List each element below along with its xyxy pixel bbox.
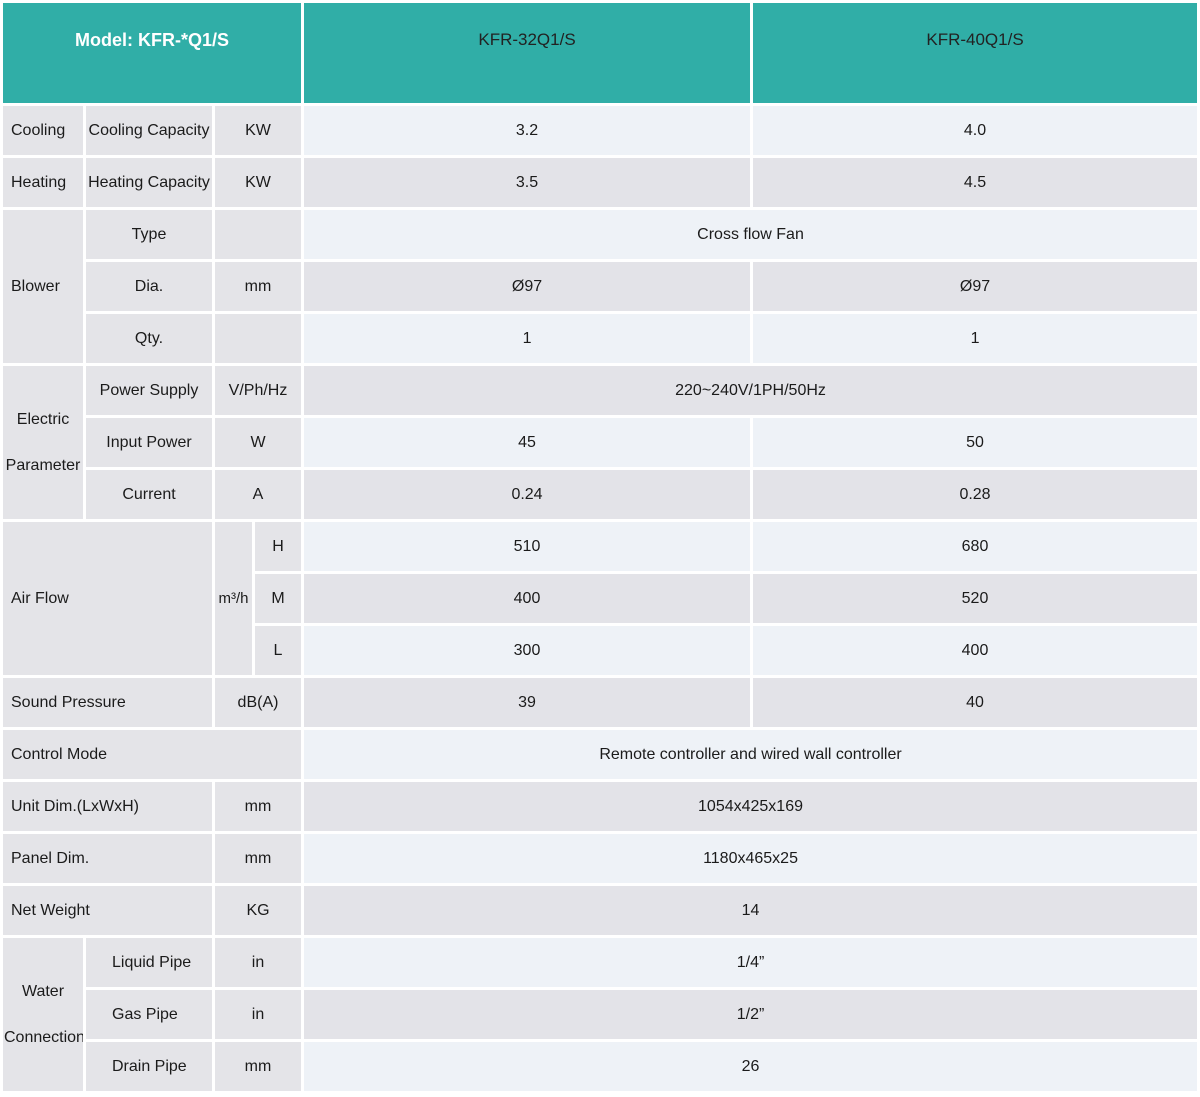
value-current-kfr32: 0.24 [304, 470, 751, 519]
row-net-weight: Net Weight KG 14 [3, 886, 1198, 935]
param-liquid-pipe: Liquid Pipe [86, 938, 212, 987]
unit-panel-dim: mm [215, 834, 302, 883]
value-blower-dia-kfr32: Ø97 [304, 262, 751, 311]
header-row: Model: KFR-*Q1/S KFR-32Q1/S KFR-40Q1/S [3, 3, 1198, 103]
row-label-control-mode: Control Mode [3, 730, 302, 779]
column-header-kfr32: KFR-32Q1/S [304, 3, 751, 103]
unit-blower-qty [215, 314, 302, 363]
row-heating: Heating Heating Capacity KW 3.5 4.5 [3, 158, 1198, 207]
unit-cooling-capacity: KW [215, 106, 302, 155]
param-blower-type: Type [86, 210, 212, 259]
value-blower-type: Cross flow Fan [304, 210, 1198, 259]
value-air-flow-h-kfr32: 510 [304, 522, 751, 571]
param-drain-pipe: Drain Pipe [86, 1042, 212, 1091]
param-air-flow-m: M [255, 574, 302, 623]
value-drain-pipe: 26 [304, 1042, 1198, 1091]
value-blower-dia-kfr40: Ø97 [753, 262, 1198, 311]
row-gas-pipe: Gas Pipe in 1/2” [3, 990, 1198, 1039]
row-sound-pressure: Sound Pressure dB(A) 39 40 [3, 678, 1198, 727]
value-net-weight: 14 [304, 886, 1198, 935]
param-gas-pipe: Gas Pipe [86, 990, 212, 1039]
row-label-air-flow: Air Flow [3, 522, 212, 675]
value-blower-qty-kfr32: 1 [304, 314, 751, 363]
value-power-supply: 220~240V/1PH/50Hz [304, 366, 1198, 415]
param-current: Current [86, 470, 212, 519]
row-air-flow-h: Air Flow m³/h H 510 680 [3, 522, 1198, 675]
value-air-flow-l-kfr40: 400 [753, 626, 1198, 675]
unit-blower-type [215, 210, 302, 259]
row-panel-dim: Panel Dim. mm 1180x465x25 [3, 834, 1198, 883]
unit-net-weight: KG [215, 886, 302, 935]
unit-liquid-pipe: in [215, 938, 302, 987]
unit-gas-pipe: in [215, 990, 302, 1039]
electric-label-line2: Parameter [5, 456, 81, 474]
electric-label-line1: Electric [16, 411, 70, 429]
unit-blower-dia: mm [215, 262, 302, 311]
value-current-kfr40: 0.28 [753, 470, 1198, 519]
param-heating-capacity: Heating Capacity [86, 158, 212, 207]
row-air-flow-l: L 300 400 [3, 626, 1198, 675]
unit-input-power: W [215, 418, 302, 467]
row-cooling: Cooling Cooling Capacity KW 3.2 4.0 [3, 106, 1198, 155]
unit-heating-capacity: KW [215, 158, 302, 207]
row-blower-type: Blower Type Cross flow Fan [3, 210, 1198, 363]
value-air-flow-l-kfr32: 300 [304, 626, 751, 675]
param-air-flow-h: H [255, 522, 302, 571]
value-sound-pressure-kfr40: 40 [753, 678, 1198, 727]
param-blower-dia: Dia. [86, 262, 212, 311]
row-label-electric-parameter: Electric Parameter [3, 366, 83, 519]
model-header-cell: Model: KFR-*Q1/S [3, 3, 302, 103]
param-power-supply: Power Supply [86, 366, 212, 415]
value-air-flow-m-kfr32: 400 [304, 574, 751, 623]
row-unit-dim: Unit Dim.(LxWxH) mm 1054x425x169 [3, 782, 1198, 831]
value-input-power-kfr32: 45 [304, 418, 751, 467]
row-input-power: Input Power W 45 50 [3, 418, 1198, 467]
value-unit-dim: 1054x425x169 [304, 782, 1198, 831]
row-liquid-pipe: Water Connection Liquid Pipe in 1/4” [3, 938, 1198, 1091]
param-cooling-capacity: Cooling Capacity [86, 106, 212, 155]
value-heating-kfr40: 4.5 [753, 158, 1198, 207]
row-current: Current A 0.24 0.28 [3, 470, 1198, 519]
row-label-blower: Blower [3, 210, 83, 363]
row-blower-qty: Qty. 1 1 [3, 314, 1198, 363]
value-gas-pipe: 1/2” [304, 990, 1198, 1039]
value-liquid-pipe: 1/4” [304, 938, 1198, 987]
value-blower-qty-kfr40: 1 [753, 314, 1198, 363]
unit-air-flow: m³/h [215, 522, 252, 675]
column-header-kfr40: KFR-40Q1/S [753, 3, 1198, 103]
value-input-power-kfr40: 50 [753, 418, 1198, 467]
value-cooling-kfr40: 4.0 [753, 106, 1198, 155]
row-blower-dia: Dia. mm Ø97 Ø97 [3, 262, 1198, 311]
row-label-heating: Heating [3, 158, 83, 207]
row-label-cooling: Cooling [3, 106, 83, 155]
unit-sound-pressure: dB(A) [215, 678, 302, 727]
row-drain-pipe: Drain Pipe mm 26 [3, 1042, 1198, 1091]
unit-unit-dim: mm [215, 782, 302, 831]
row-air-flow-m: M 400 520 [3, 574, 1198, 623]
param-blower-qty: Qty. [86, 314, 212, 363]
value-air-flow-h-kfr40: 680 [753, 522, 1198, 571]
value-air-flow-m-kfr40: 520 [753, 574, 1198, 623]
value-sound-pressure-kfr32: 39 [304, 678, 751, 727]
water-label-line1: Water [21, 983, 65, 1001]
row-label-net-weight: Net Weight [3, 886, 212, 935]
row-control-mode: Control Mode Remote controller and wired… [3, 730, 1198, 779]
unit-current: A [215, 470, 302, 519]
value-cooling-kfr32: 3.2 [304, 106, 751, 155]
value-control-mode: Remote controller and wired wall control… [304, 730, 1198, 779]
row-label-panel-dim: Panel Dim. [3, 834, 212, 883]
row-power-supply: Electric Parameter Power Supply V/Ph/Hz … [3, 366, 1198, 519]
value-panel-dim: 1180x465x25 [304, 834, 1198, 883]
row-label-unit-dim: Unit Dim.(LxWxH) [3, 782, 212, 831]
row-label-water-connection: Water Connection [3, 938, 83, 1091]
row-label-sound-pressure: Sound Pressure [3, 678, 212, 727]
water-label-line2: Connection [4, 1028, 83, 1046]
param-air-flow-l: L [255, 626, 302, 675]
param-input-power: Input Power [86, 418, 212, 467]
unit-drain-pipe: mm [215, 1042, 302, 1091]
value-heating-kfr32: 3.5 [304, 158, 751, 207]
unit-power-supply: V/Ph/Hz [215, 366, 302, 415]
